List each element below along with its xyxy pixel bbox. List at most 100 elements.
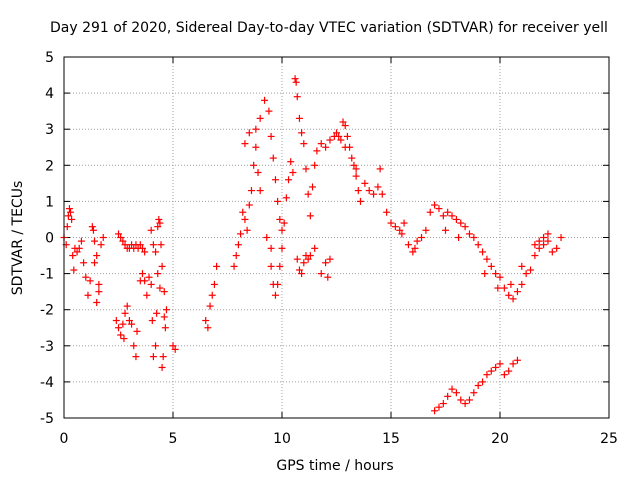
data-point-marker xyxy=(241,215,249,223)
data-point-marker xyxy=(461,400,469,408)
data-point-marker xyxy=(548,248,556,256)
data-point-marker xyxy=(479,378,487,386)
y-tick-label: -3 xyxy=(40,339,54,355)
data-point-marker xyxy=(136,241,144,249)
data-point-marker xyxy=(84,291,92,299)
data-point-marker xyxy=(138,270,146,278)
data-point-marker xyxy=(274,197,282,205)
y-tick-label: 5 xyxy=(45,50,54,66)
data-point-marker xyxy=(444,208,452,216)
data-point-marker xyxy=(245,201,253,209)
x-tick-label: 10 xyxy=(273,431,291,447)
data-point-marker xyxy=(470,389,478,397)
data-point-marker xyxy=(439,400,447,408)
data-point-marker xyxy=(518,280,526,288)
y-tick-label: -2 xyxy=(40,303,54,319)
data-point-marker xyxy=(343,132,351,140)
data-point-marker xyxy=(157,241,165,249)
data-point-marker xyxy=(376,165,384,173)
x-tick-label: 5 xyxy=(169,431,178,447)
data-point-marker xyxy=(99,234,107,241)
data-point-marker xyxy=(435,205,443,213)
data-point-marker xyxy=(337,136,345,144)
data-point-marker xyxy=(352,172,360,180)
y-tick-label: -1 xyxy=(40,267,54,283)
data-point-marker xyxy=(396,226,404,234)
data-point-marker xyxy=(322,259,330,267)
data-point-marker xyxy=(313,147,321,155)
data-point-marker xyxy=(125,317,133,325)
data-point-marker xyxy=(413,237,421,245)
data-point-marker xyxy=(145,273,153,281)
data-point-marker xyxy=(75,244,83,252)
data-point-marker xyxy=(409,248,417,256)
data-point-marker xyxy=(535,237,543,245)
data-point-marker xyxy=(509,360,517,368)
data-point-marker xyxy=(121,309,129,317)
x-tick-label: 25 xyxy=(600,431,618,447)
data-point-marker xyxy=(348,154,356,162)
data-point-marker xyxy=(208,291,216,299)
data-point-marker xyxy=(448,212,456,220)
data-point-marker xyxy=(80,259,88,267)
data-point-marker xyxy=(422,226,430,234)
data-point-marker xyxy=(339,118,347,126)
data-point-marker xyxy=(311,161,319,169)
data-point-marker xyxy=(252,143,260,151)
data-point-marker xyxy=(278,244,286,252)
data-point-marker xyxy=(527,266,535,274)
data-point-marker xyxy=(300,140,308,148)
data-point-marker xyxy=(271,176,279,184)
data-point-marker xyxy=(138,244,146,252)
data-point-marker xyxy=(97,241,105,249)
y-axis-label: SDTVAR / TECUs xyxy=(10,181,26,296)
data-point-marker xyxy=(324,273,332,281)
data-point-marker xyxy=(210,280,218,288)
data-point-marker xyxy=(500,284,508,292)
data-point-marker xyxy=(152,248,160,256)
data-point-marker xyxy=(540,241,548,249)
data-point-marker xyxy=(518,262,526,270)
data-point-marker xyxy=(261,96,269,104)
data-point-marker xyxy=(158,363,166,371)
data-point-marker xyxy=(265,107,273,115)
data-point-marker xyxy=(156,284,164,292)
data-point-marker xyxy=(535,244,543,252)
data-point-marker xyxy=(289,169,297,177)
data-point-marker xyxy=(452,389,460,397)
data-point-marker xyxy=(234,241,242,249)
data-markers xyxy=(60,75,565,415)
data-point-marker xyxy=(457,396,465,404)
data-point-marker xyxy=(123,302,131,310)
y-tick-label: 1 xyxy=(45,194,54,210)
data-point-marker xyxy=(239,208,247,216)
data-point-marker xyxy=(391,223,399,231)
data-point-marker xyxy=(306,252,314,260)
data-point-marker xyxy=(487,367,495,375)
data-point-marker xyxy=(374,183,382,191)
data-point-marker xyxy=(326,255,334,263)
data-point-marker xyxy=(202,317,210,325)
data-point-marker xyxy=(112,317,120,325)
data-point-marker xyxy=(557,234,565,241)
data-point-marker xyxy=(309,183,317,191)
data-point-marker xyxy=(149,241,157,249)
x-tick-label: 15 xyxy=(382,431,400,447)
chart-title: Day 291 of 2020, Sidereal Day-to-day VTE… xyxy=(50,20,608,36)
data-point-marker xyxy=(322,143,330,151)
data-point-marker xyxy=(492,270,500,278)
data-point-marker xyxy=(64,212,72,220)
data-point-marker xyxy=(161,324,169,332)
plot-frame xyxy=(63,56,610,419)
data-point-marker xyxy=(292,78,300,86)
grid xyxy=(63,56,610,419)
data-point-marker xyxy=(326,136,334,144)
data-point-marker xyxy=(95,288,103,296)
data-point-marker xyxy=(147,226,155,234)
data-point-marker xyxy=(544,237,552,245)
data-point-marker xyxy=(254,169,262,177)
data-point-marker xyxy=(117,331,125,339)
data-point-marker xyxy=(302,165,310,173)
data-point-marker xyxy=(465,230,473,238)
data-point-marker xyxy=(68,215,76,223)
